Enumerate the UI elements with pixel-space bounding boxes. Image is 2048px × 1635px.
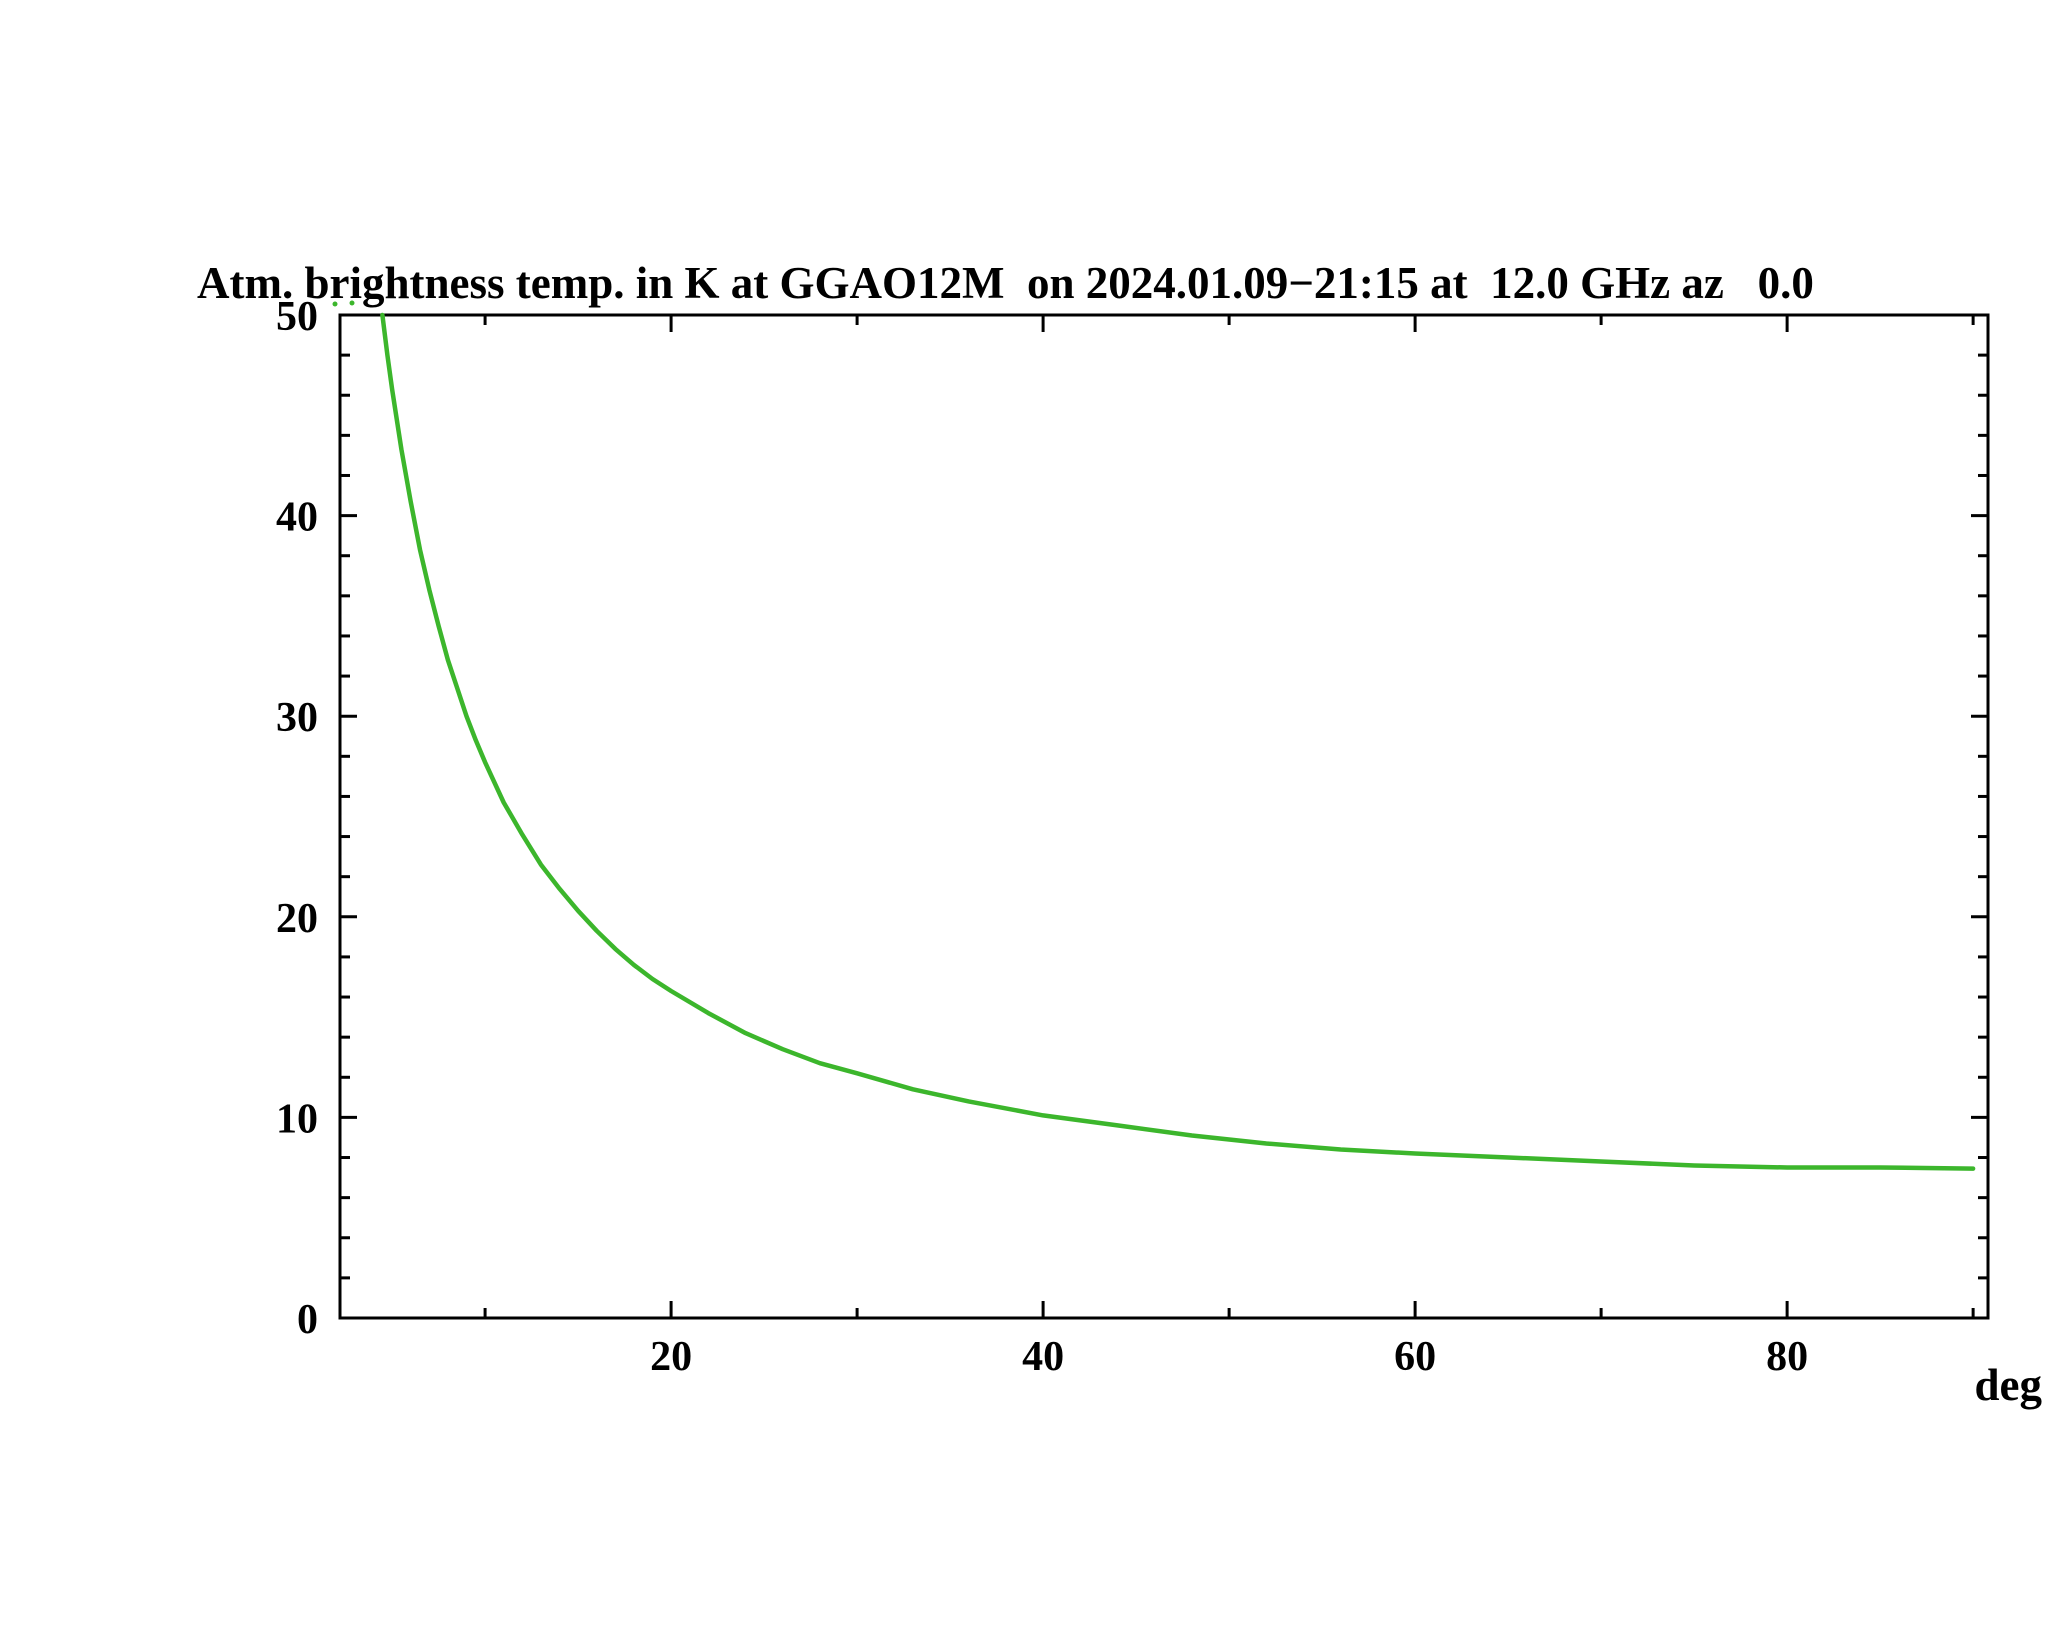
y-tick-label: 30 (276, 695, 318, 741)
chart-title: Atm. brightness temp. in K at GGAO12M on… (197, 258, 1814, 308)
stray-curve-dot (332, 301, 338, 307)
y-tick-label: 0 (297, 1297, 318, 1343)
y-tick-label: 10 (276, 1096, 318, 1142)
stray-curve-dot (349, 300, 355, 306)
y-tick-label: 20 (276, 896, 318, 942)
x-axis-unit-label: deg (1974, 1360, 2043, 1410)
x-tick-label: 40 (1022, 1334, 1064, 1380)
x-tick-label: 80 (1766, 1334, 1808, 1380)
x-tick-label: 60 (1394, 1334, 1436, 1380)
y-tick-label: 40 (276, 495, 318, 541)
y-tick-label: 50 (276, 294, 318, 340)
x-tick-label: 20 (650, 1334, 692, 1380)
series-line-atmospheric-brightness-temperature-K (380, 312, 1976, 1171)
axis-frame (338, 313, 1990, 1320)
